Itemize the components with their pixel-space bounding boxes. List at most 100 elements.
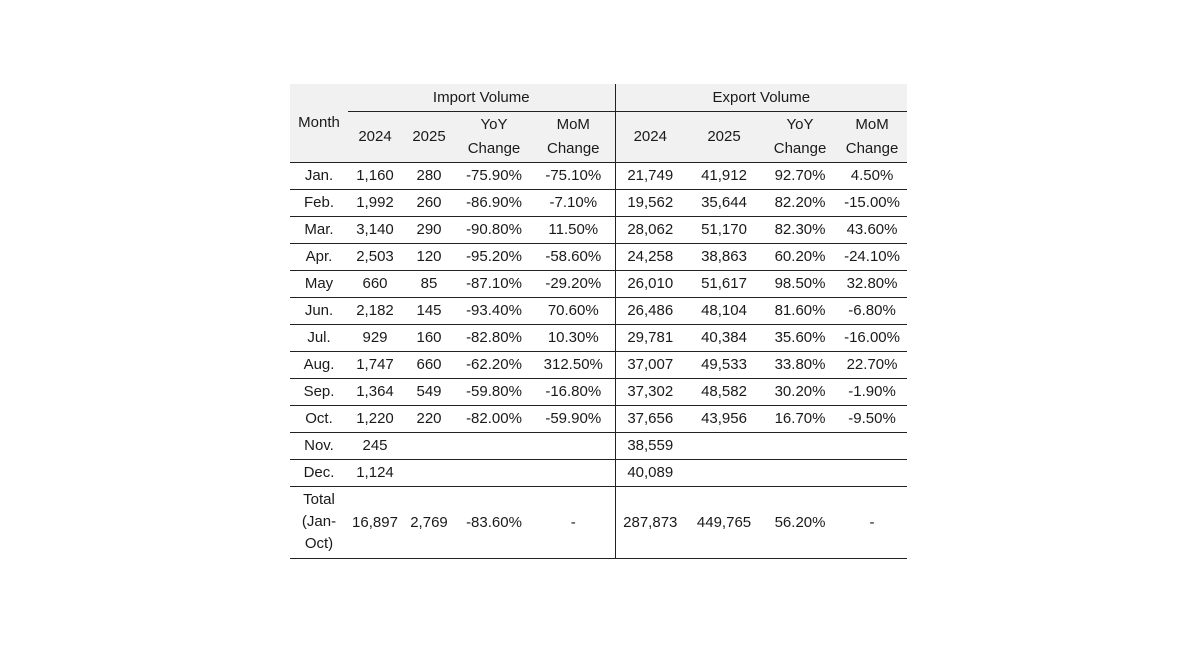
export-2025-cell: 40,384 xyxy=(685,324,764,352)
import-yoy-cell: -93.40% xyxy=(456,297,532,325)
export-mom-cell xyxy=(837,432,908,460)
import-yoy-cell xyxy=(456,459,532,487)
volume-table: Month Import Volume Export Volume 2024 2… xyxy=(290,84,908,559)
import-mom-cell: 10.30% xyxy=(532,324,616,352)
export-yoy-cell: 30.20% xyxy=(763,378,838,406)
import-2025-cell: 120 xyxy=(402,243,456,271)
table-row-dec: Dec. 1,124 40,089 xyxy=(290,459,908,487)
import-2025-cell: 160 xyxy=(402,324,456,352)
export-2024-header: 2024 xyxy=(614,111,686,163)
total-export-2024-cell: 287,873 xyxy=(614,486,686,559)
import-mom-cell xyxy=(532,459,616,487)
export-2025-cell xyxy=(685,432,764,460)
month-cell: Oct. xyxy=(290,405,348,433)
import-2025-cell: 280 xyxy=(402,162,456,190)
import-2024-cell: 929 xyxy=(348,324,402,352)
export-2024-cell: 40,089 xyxy=(614,459,686,487)
export-mom-cell: 43.60% xyxy=(837,216,908,244)
export-2024-cell: 24,258 xyxy=(614,243,686,271)
total-export-yoy-cell: 56.20% xyxy=(763,486,838,559)
month-cell: Jun. xyxy=(290,297,348,325)
export-yoy-cell: 92.70% xyxy=(763,162,838,190)
export-mom-cell: -6.80% xyxy=(837,297,908,325)
export-2025-cell xyxy=(685,459,764,487)
import-mom-cell: 70.60% xyxy=(532,297,616,325)
import-mom-cell: -29.20% xyxy=(532,270,616,298)
export-2025-cell: 51,617 xyxy=(685,270,764,298)
table-row-jul: Jul. 929 160 -82.80% 10.30% 29,781 40,38… xyxy=(290,324,908,352)
import-mom-cell: -16.80% xyxy=(532,378,616,406)
table-row-total: Total (Jan-Oct) 16,897 2,769 -83.60% - 2… xyxy=(290,486,908,559)
table-row-apr: Apr. 2,503 120 -95.20% -58.60% 24,258 38… xyxy=(290,243,908,271)
import-2024-cell: 1,160 xyxy=(348,162,402,190)
import-2024-cell: 245 xyxy=(348,432,402,460)
import-yoy-cell: -95.20% xyxy=(456,243,532,271)
import-2025-cell: 660 xyxy=(402,351,456,379)
export-2025-cell: 38,863 xyxy=(685,243,764,271)
export-2024-cell: 19,562 xyxy=(614,189,686,217)
export-mom-cell: -16.00% xyxy=(837,324,908,352)
export-mom-cell: 22.70% xyxy=(837,351,908,379)
month-cell: Apr. xyxy=(290,243,348,271)
export-2025-cell: 41,912 xyxy=(685,162,764,190)
import-mom-cell: 312.50% xyxy=(532,351,616,379)
export-yoy-cell: 35.60% xyxy=(763,324,838,352)
import-yoy-change-header: YoY Change xyxy=(456,111,532,163)
table-body: Jan. 1,160 280 -75.90% -75.10% 21,749 41… xyxy=(290,162,908,559)
subheader-row: 2024 2025 YoY Change MoM Change 2024 202… xyxy=(290,111,908,163)
import-2024-cell: 1,992 xyxy=(348,189,402,217)
month-cell: Sep. xyxy=(290,378,348,406)
export-yoy-cell: 98.50% xyxy=(763,270,838,298)
total-import-mom-cell: - xyxy=(532,486,616,559)
import-yoy-cell xyxy=(456,432,532,460)
export-2025-header: 2025 xyxy=(685,111,764,163)
export-mom-change-header: MoM Change xyxy=(837,111,908,163)
export-2025-cell: 48,104 xyxy=(685,297,764,325)
import-mom-cell: -59.90% xyxy=(532,405,616,433)
import-yoy-cell: -82.80% xyxy=(456,324,532,352)
import-yoy-cell: -82.00% xyxy=(456,405,532,433)
export-2025-cell: 51,170 xyxy=(685,216,764,244)
export-2025-cell: 49,533 xyxy=(685,351,764,379)
import-yoy-cell: -62.20% xyxy=(456,351,532,379)
spanner-row: Month Import Volume Export Volume xyxy=(290,84,908,163)
import-export-volume-table: Month Import Volume Export Volume 2024 2… xyxy=(290,84,908,559)
import-2024-cell: 2,503 xyxy=(348,243,402,271)
table-row-mar: Mar. 3,140 290 -90.80% 11.50% 28,062 51,… xyxy=(290,216,908,244)
export-mom-cell: -9.50% xyxy=(837,405,908,433)
import-2025-cell xyxy=(402,459,456,487)
export-yoy-cell xyxy=(763,432,838,460)
month-column-header: Month xyxy=(290,84,348,163)
month-cell: Jan. xyxy=(290,162,348,190)
import-2025-header: 2025 xyxy=(402,111,456,163)
import-2024-cell: 3,140 xyxy=(348,216,402,244)
export-yoy-cell xyxy=(763,459,838,487)
month-cell: May xyxy=(290,270,348,298)
export-mom-cell: -15.00% xyxy=(837,189,908,217)
export-yoy-cell: 81.60% xyxy=(763,297,838,325)
total-export-mom-cell: - xyxy=(837,486,908,559)
export-2024-cell: 38,559 xyxy=(614,432,686,460)
table-row-aug: Aug. 1,747 660 -62.20% 312.50% 37,007 49… xyxy=(290,351,908,379)
export-2025-cell: 43,956 xyxy=(685,405,764,433)
import-2024-cell: 660 xyxy=(348,270,402,298)
export-mom-cell xyxy=(837,459,908,487)
export-volume-spanner: Export Volume xyxy=(614,84,908,112)
table-header: Month Import Volume Export Volume 2024 2… xyxy=(290,84,908,163)
import-2024-cell: 2,182 xyxy=(348,297,402,325)
import-2025-cell: 260 xyxy=(402,189,456,217)
import-2024-cell: 1,220 xyxy=(348,405,402,433)
export-yoy-cell: 33.80% xyxy=(763,351,838,379)
import-2025-cell xyxy=(402,432,456,460)
import-2024-cell: 1,747 xyxy=(348,351,402,379)
export-yoy-cell: 16.70% xyxy=(763,405,838,433)
table-row-feb: Feb. 1,992 260 -86.90% -7.10% 19,562 35,… xyxy=(290,189,908,217)
export-2024-cell: 28,062 xyxy=(614,216,686,244)
import-2025-cell: 145 xyxy=(402,297,456,325)
export-2025-cell: 48,582 xyxy=(685,378,764,406)
month-cell: Nov. xyxy=(290,432,348,460)
import-mom-cell: -7.10% xyxy=(532,189,616,217)
import-2025-cell: 85 xyxy=(402,270,456,298)
export-2024-cell: 37,656 xyxy=(614,405,686,433)
export-2024-cell: 37,302 xyxy=(614,378,686,406)
